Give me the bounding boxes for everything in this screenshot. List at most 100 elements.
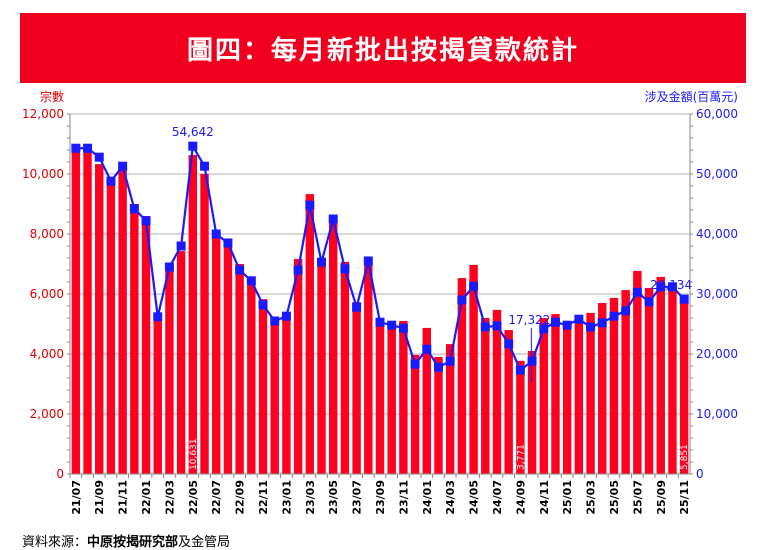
bar-25/01: [562, 321, 572, 474]
bar-22/06: [200, 174, 209, 474]
x-tick-label: 24/07: [491, 480, 504, 515]
y-right-axis-label: 涉及金額(百萬元): [645, 89, 738, 104]
bar-25/07: [633, 270, 642, 474]
x-tick-label: 21/09: [93, 480, 106, 515]
line-marker-22/03: [164, 262, 174, 272]
line-marker-23/02: [293, 265, 303, 275]
y-left-tick-label: 4,000: [30, 347, 64, 361]
bar-24/12: [551, 314, 560, 474]
source-org: 中原按揭研究部: [87, 535, 179, 550]
x-tick-label: 23/03: [304, 480, 317, 515]
bar-23/02: [293, 258, 303, 474]
bar-25/10: [668, 288, 677, 474]
x-tick-label: 22/01: [140, 480, 153, 515]
line-marker-22/01: [141, 216, 151, 226]
bar-25/03: [586, 312, 595, 474]
bar-24/03: [445, 344, 455, 474]
bar-23/04: [317, 264, 326, 474]
bar-21/09: [95, 164, 104, 474]
bar-25/06: [621, 290, 630, 474]
line-marker-21/12: [129, 204, 139, 214]
y-left-tick-label: 12,000: [22, 107, 64, 121]
bar-24/06: [481, 318, 490, 474]
x-tick-label: 23/11: [397, 480, 410, 515]
chart: 0 2,000 4,000 6,000 8,000 10,000 12,000 0 10,000…: [22, 89, 738, 515]
bar-23/10: [387, 321, 396, 474]
line-marker-23/03: [305, 200, 315, 210]
bar-25/09: [656, 276, 665, 474]
bar-23/11: [399, 321, 408, 474]
title-banner: 圖四：每月新批出按揭貸款統計: [20, 13, 746, 83]
y-right-tick-label: 10,000: [696, 407, 738, 421]
line-marker-24/02: [433, 362, 443, 372]
line-data-label: 29,134: [650, 278, 692, 292]
bar-23/06: [340, 261, 350, 474]
line-marker-21/08: [83, 143, 93, 153]
line-marker-25/05: [609, 311, 619, 321]
bar-24/07: [492, 309, 502, 474]
line-marker-25/07: [632, 287, 642, 297]
bar-data-label: 5,851: [680, 444, 690, 470]
line-marker-22/04: [176, 241, 186, 251]
y-left-tick-label: 6,000: [30, 287, 64, 301]
bar-21/11: [118, 170, 127, 474]
x-tick-label: 25/03: [585, 480, 598, 515]
line-marker-23/09: [375, 317, 385, 327]
line-marker-23/06: [340, 264, 350, 274]
x-tick-label: 23/01: [280, 480, 293, 515]
bar-24/01: [422, 327, 432, 474]
line-marker-24/07: [492, 321, 502, 331]
bar-22/12: [270, 318, 279, 474]
bar-22/01: [141, 216, 151, 474]
line-marker-24/01: [422, 344, 432, 354]
line-marker-23/12: [410, 359, 420, 369]
bar-25/11: [679, 298, 689, 474]
y-left-axis-label: 宗數: [40, 89, 64, 104]
y-left-tick-label: 8,000: [30, 227, 64, 241]
line-marker-22/10: [246, 276, 256, 286]
line-marker-22/02: [153, 312, 163, 322]
x-tick-label: 25/05: [608, 480, 621, 515]
line-marker-22/09: [235, 265, 245, 275]
bar-23/09: [375, 324, 385, 474]
bar-23/03: [305, 194, 315, 474]
bar-22/09: [235, 264, 244, 474]
x-tick-label: 25/07: [631, 480, 644, 515]
line-marker-21/07: [71, 143, 81, 153]
line-marker-22/07: [211, 229, 221, 239]
line-marker-23/08: [363, 256, 373, 266]
bar-25/05: [609, 297, 619, 474]
y-right-tick-label: 30,000: [696, 287, 738, 301]
x-tick-label: 21/11: [117, 480, 130, 515]
x-tick-label: 22/09: [234, 480, 247, 515]
bar-23/08: [364, 264, 373, 474]
line-marker-24/05: [469, 281, 479, 291]
x-tick-label: 22/03: [163, 480, 176, 515]
y-right-tick-label: 40,000: [696, 227, 738, 241]
line-marker-25/03: [586, 322, 596, 332]
x-tick-label: 22/07: [210, 480, 223, 515]
line-marker-23/10: [387, 320, 397, 330]
source-note: 資料來源：中原按揭研究部及金管局: [22, 531, 230, 550]
bar-21/12: [130, 204, 139, 474]
x-tick-label: 23/09: [374, 480, 387, 515]
line-marker-25/02: [574, 314, 584, 324]
bar-24/11: [539, 318, 548, 474]
bar-22/11: [258, 299, 268, 474]
bar-25/04: [598, 303, 607, 474]
bar-21/08: [83, 147, 92, 474]
bar-22/04: [176, 251, 186, 474]
line-marker-24/10: [527, 356, 537, 366]
line-marker-22/12: [270, 316, 280, 326]
bar-25/08: [644, 288, 654, 474]
y-left-tick-label: 10,000: [22, 167, 64, 181]
x-tick-label: 21/07: [70, 480, 83, 515]
bar-23/12: [410, 354, 420, 474]
bar-24/05: [469, 264, 478, 474]
source-prefix: 資料來源：: [22, 535, 88, 550]
line-marker-24/04: [457, 295, 467, 305]
y-left-tick-label: 0: [56, 467, 64, 481]
line-marker-24/09: [515, 365, 525, 375]
line-marker-24/06: [480, 322, 490, 332]
x-tick-label: 25/01: [561, 480, 574, 515]
